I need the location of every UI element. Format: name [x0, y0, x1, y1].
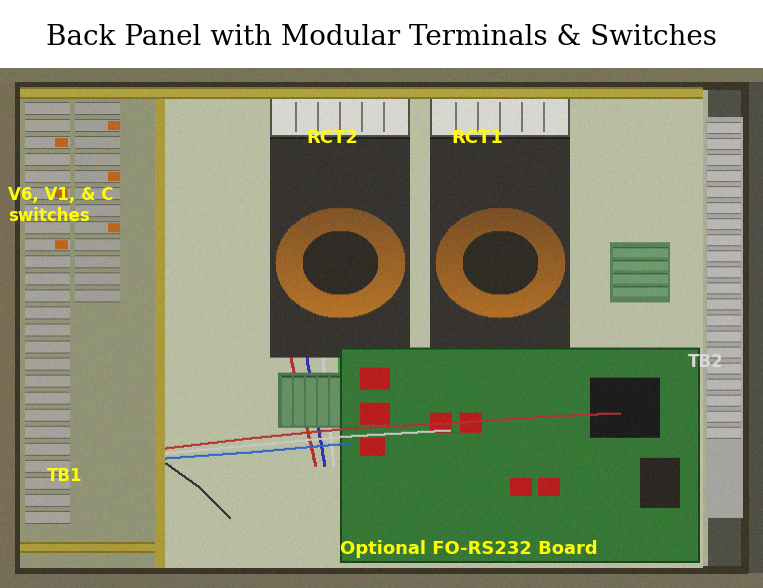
Text: V6, V1, & C
switches: V6, V1, & C switches [8, 186, 113, 225]
Text: Optional FO-RS232 Board: Optional FO-RS232 Board [340, 540, 598, 558]
Text: RCT2: RCT2 [306, 129, 358, 147]
Text: RCT1: RCT1 [451, 129, 503, 147]
Text: TB2: TB2 [688, 353, 723, 370]
Text: Back Panel with Modular Terminals & Switches: Back Panel with Modular Terminals & Swit… [46, 24, 717, 51]
Text: TB1: TB1 [47, 467, 82, 485]
